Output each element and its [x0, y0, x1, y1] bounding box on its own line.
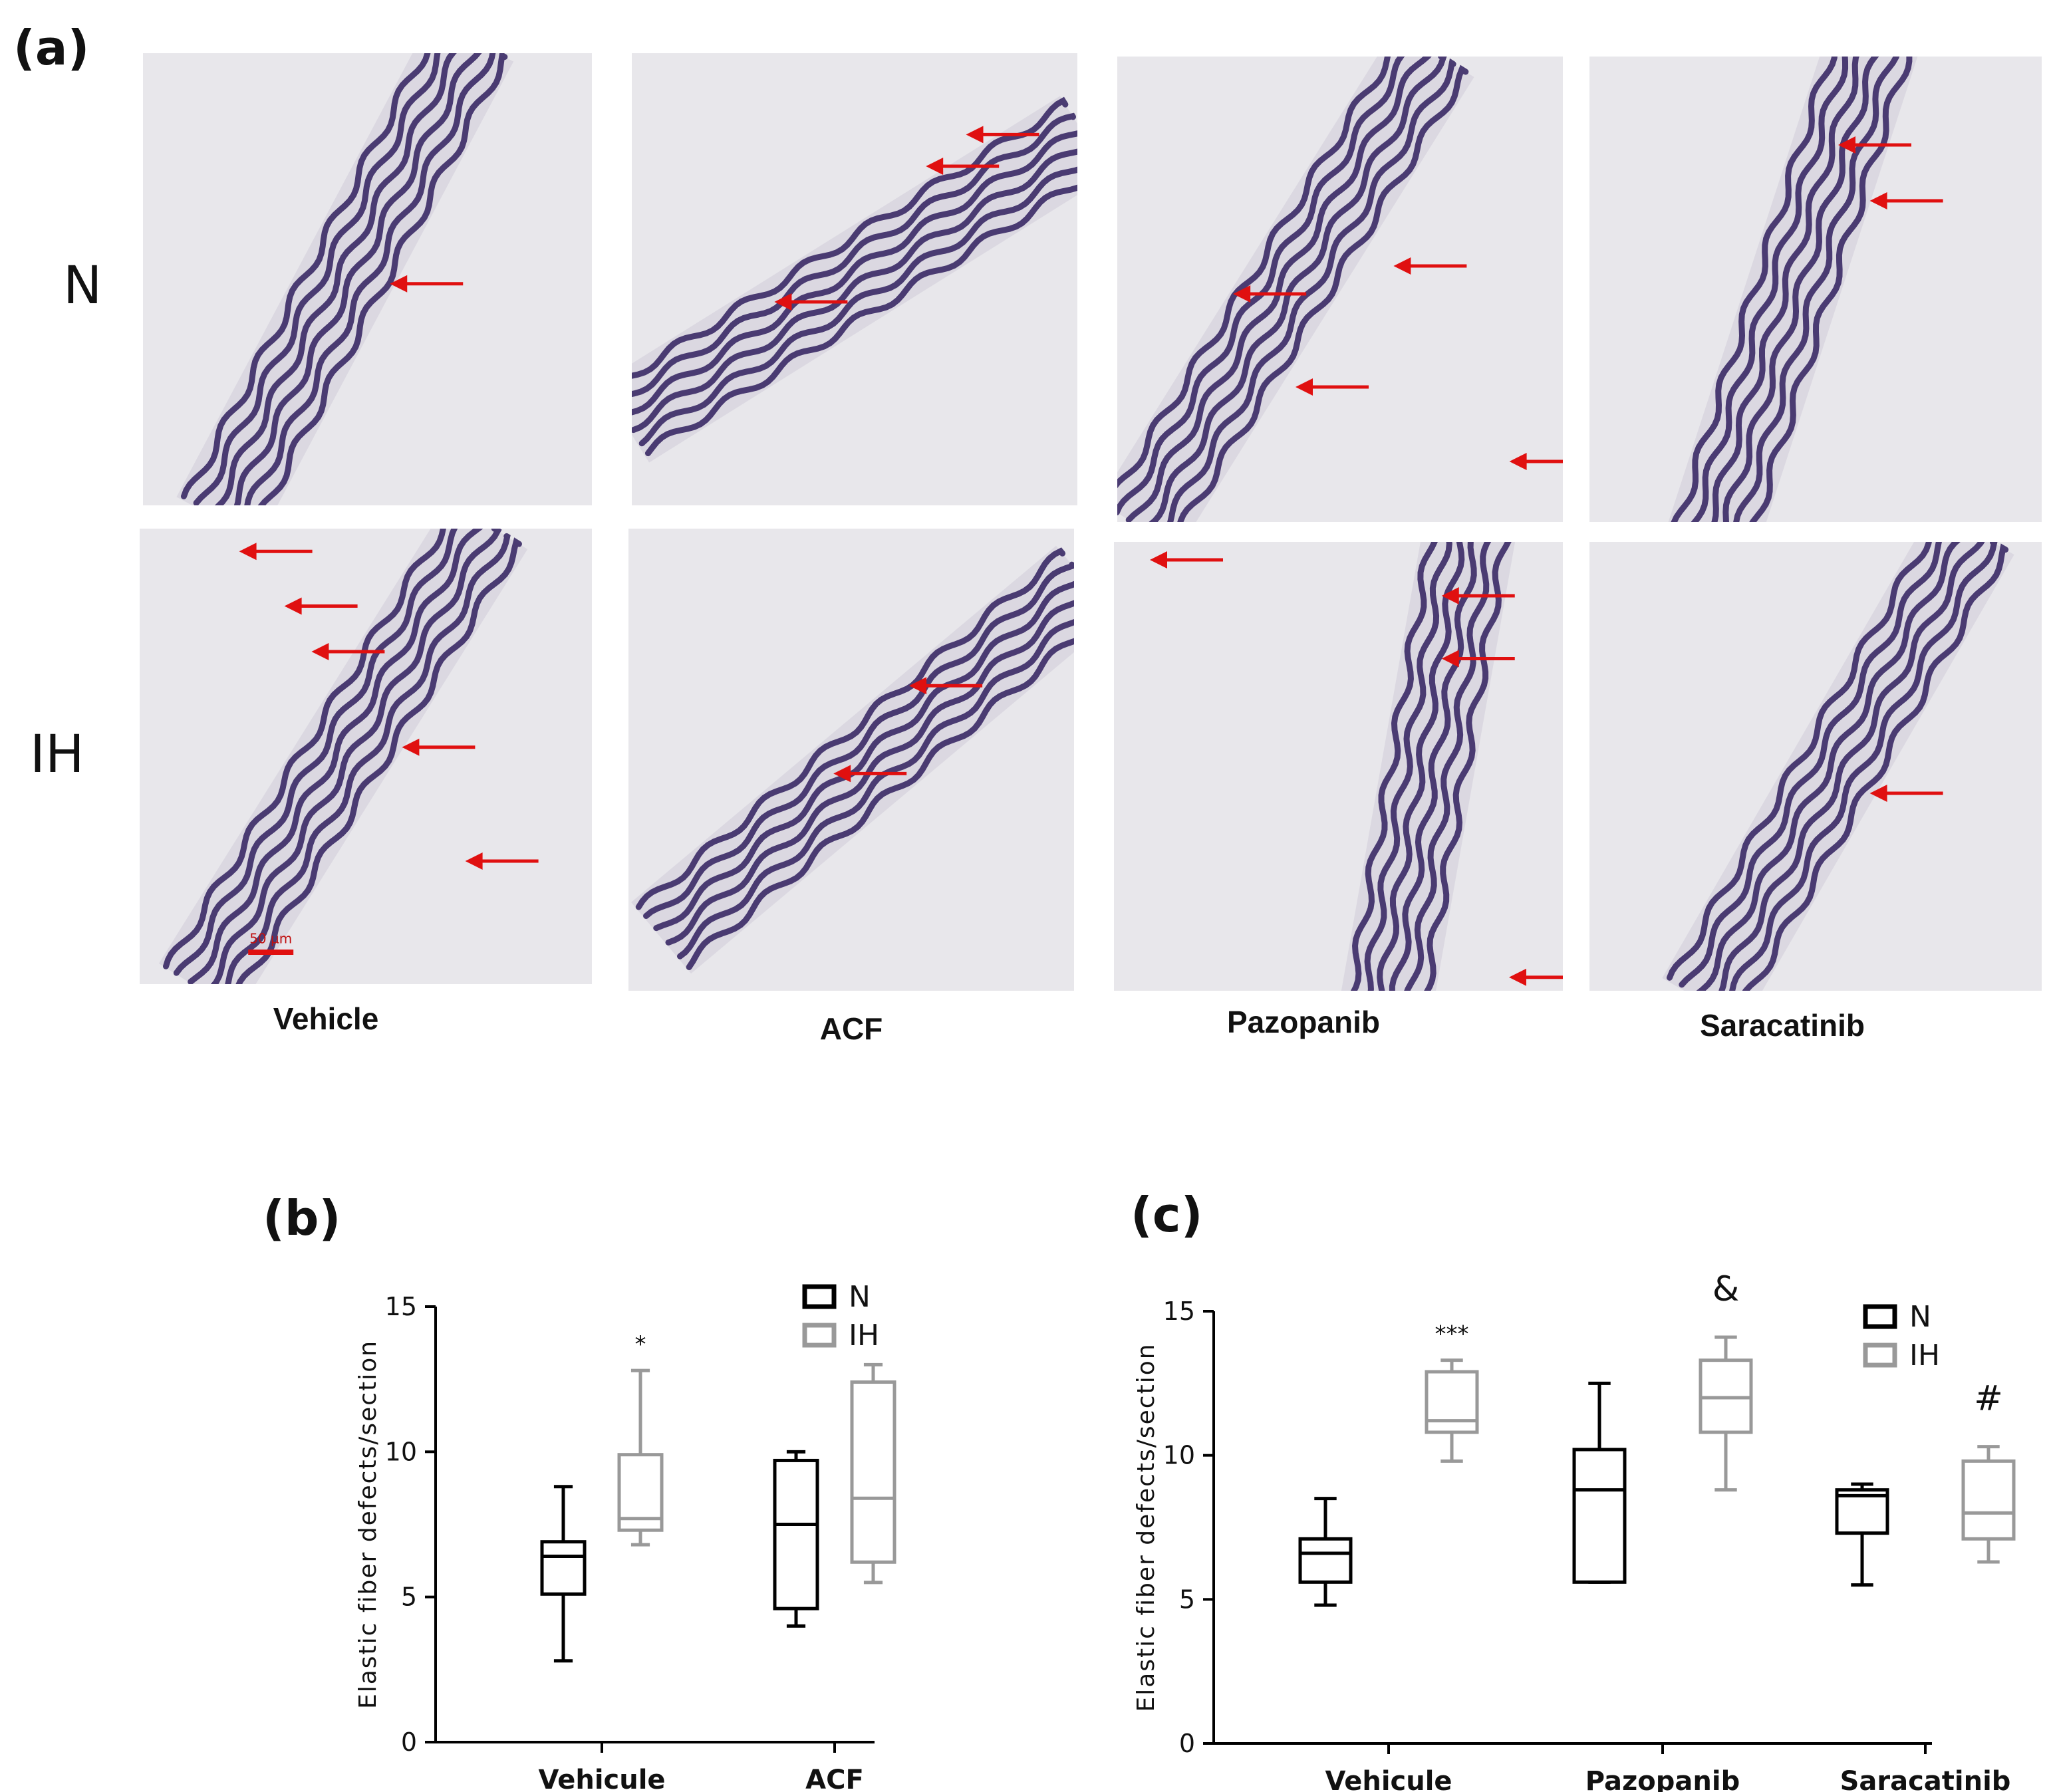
legend-swatch-ih: [1863, 1343, 1897, 1368]
scale-bar-label: 50 µm: [249, 930, 292, 946]
x-tick-label: Vehicule: [538, 1765, 665, 1792]
panel-b-label: (b): [263, 1190, 341, 1246]
column-label-pazopanib: Pazopanib: [1226, 1005, 1381, 1039]
significance-marker: &: [1712, 1269, 1740, 1309]
legend-label-ih: IH: [1909, 1339, 1940, 1372]
x-tick-label: ACF: [805, 1765, 864, 1792]
y-tick-label: 15: [385, 1292, 417, 1321]
legend-swatch-n: [1863, 1304, 1897, 1329]
column-label-acf: ACF: [819, 1011, 883, 1046]
column-label-vehicle: Vehicle: [273, 1001, 379, 1036]
box-ih-saracatinib: [1961, 1445, 2016, 1564]
x-tick-label: Pazopanib: [1585, 1766, 1740, 1792]
column-label-saracatinib: Saracatinib: [1700, 1008, 1865, 1043]
legend-label-n: N: [849, 1280, 871, 1314]
y-tick-label: 0: [1179, 1729, 1195, 1758]
box-ih-vehicule: [1425, 1358, 1479, 1463]
legend-swatch-ih: [802, 1323, 837, 1348]
box-n-pazopanib: [1572, 1381, 1627, 1584]
row-label-n: N: [63, 256, 102, 316]
micrograph-n-vehicle: [143, 53, 592, 505]
y-tick-label: 0: [401, 1728, 417, 1757]
box-n-acf: [773, 1450, 819, 1628]
y-tick-label: 5: [1179, 1585, 1195, 1614]
micrograph-ih-vehicle: 50 µm: [140, 529, 592, 984]
micrograph-n-saracatinib: [1589, 57, 2042, 522]
panel-c-label: (c): [1131, 1187, 1203, 1243]
significance-marker: *: [635, 1331, 646, 1358]
row-label-ih: IH: [30, 725, 84, 785]
chart-axes: [1212, 1311, 1932, 1745]
y-tick-label: 10: [1163, 1441, 1195, 1470]
box-n-saracatinib: [1835, 1482, 1889, 1587]
y-tick-label: 5: [401, 1583, 417, 1612]
box-ih-pazopanib: [1699, 1335, 1753, 1492]
micrograph-ih-saracatinib: [1589, 542, 2042, 991]
y-tick-label: 15: [1163, 1297, 1195, 1326]
box-n-vehicule: [540, 1485, 587, 1663]
micrograph-n-acf: [632, 53, 1077, 505]
box-ih-vehicule: [617, 1368, 664, 1547]
legend-label-n: N: [1909, 1300, 1931, 1334]
significance-marker: #: [1974, 1379, 2003, 1419]
y-axis-label: Elastic fiber defects/section: [1133, 1343, 1160, 1712]
y-axis-label: Elastic fiber defects/section: [354, 1340, 382, 1709]
y-tick-label: 10: [385, 1437, 417, 1466]
micrograph-ih-acf: [628, 529, 1074, 991]
box-n-vehicule: [1298, 1497, 1353, 1607]
box-ih-acf: [850, 1362, 896, 1585]
micrograph-ih-pazopanib: [1114, 542, 1563, 991]
legend-label-ih: IH: [849, 1319, 879, 1352]
significance-marker: ***: [1435, 1321, 1469, 1348]
legend-swatch-n: [802, 1284, 837, 1309]
x-tick-label: Saracatinib: [1840, 1766, 2011, 1792]
micrograph-n-pazopanib: [1117, 57, 1563, 522]
x-tick-label: Vehicule: [1325, 1766, 1452, 1792]
chart-axes: [434, 1307, 875, 1743]
panel-a-label: (a): [13, 20, 90, 76]
